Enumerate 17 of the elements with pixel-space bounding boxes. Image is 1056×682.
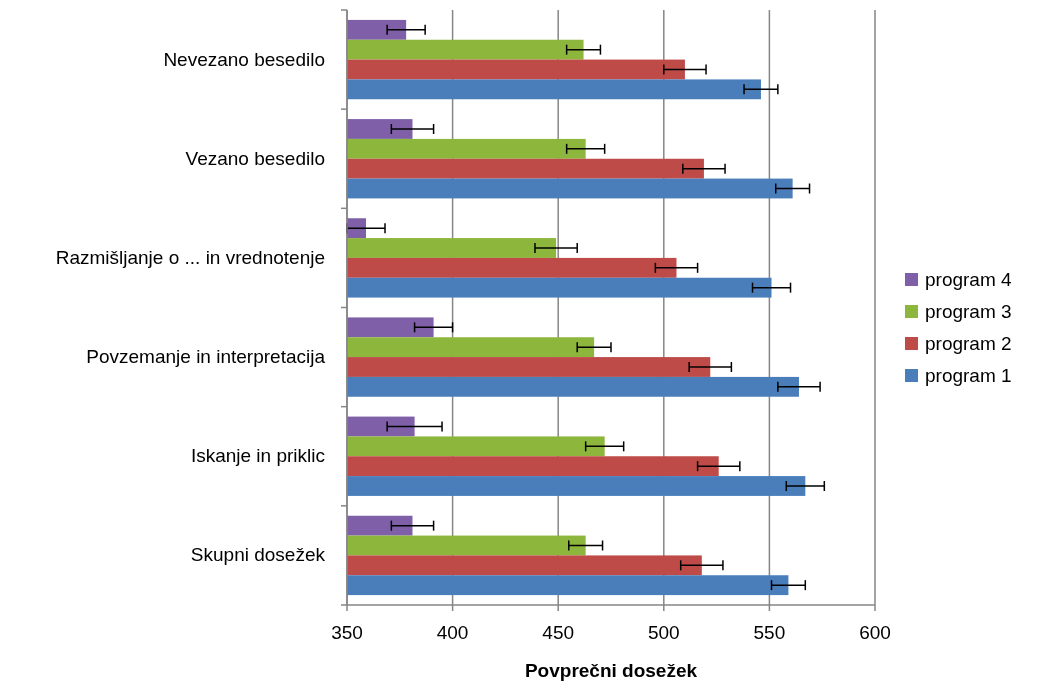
y-tick-label: Povzemanje in interpretacija xyxy=(86,346,326,368)
y-tick-label: Vezano besedilo xyxy=(185,147,325,169)
legend-label: program 3 xyxy=(925,301,1012,322)
x-tick-label: 350 xyxy=(331,622,363,643)
legend-label: program 4 xyxy=(925,269,1013,290)
y-tick-label: Skupni dosežek xyxy=(190,544,326,566)
y-tick-label: Nevezano besedilo xyxy=(163,48,325,70)
x-axis-title: Povprečni dosežek xyxy=(524,660,698,681)
x-tick-label: 400 xyxy=(436,622,469,643)
y-tick-label: Iskanje in priklic xyxy=(190,445,325,467)
legend-label: program 1 xyxy=(925,365,1012,386)
x-tick-label: 450 xyxy=(542,622,575,643)
legend-label: program 2 xyxy=(925,333,1012,354)
x-tick-label: 500 xyxy=(647,622,680,643)
x-tick-label: 550 xyxy=(753,622,786,643)
y-tick-label: Razmišljanje o ... in vrednotenje xyxy=(55,246,325,268)
x-tick-label: 600 xyxy=(859,622,891,643)
